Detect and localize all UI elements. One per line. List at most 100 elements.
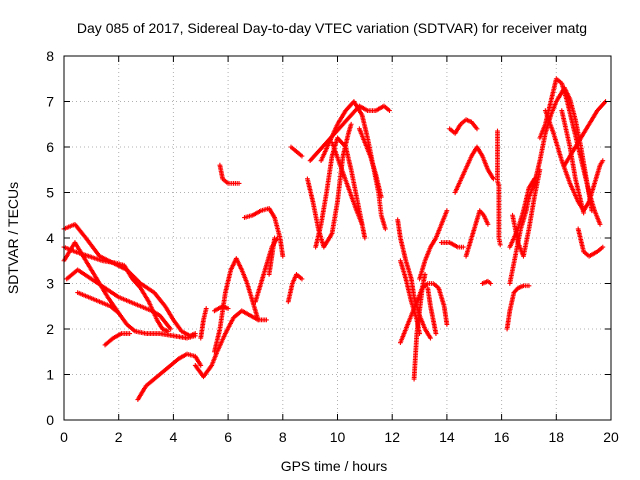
data-point xyxy=(255,317,261,323)
data-point xyxy=(168,326,174,332)
series-arc-08 xyxy=(192,308,269,380)
series-layer xyxy=(61,76,608,402)
y-axis-label: SDTVAR / TECUs xyxy=(5,182,21,294)
series-arc-36 xyxy=(507,85,595,286)
data-point xyxy=(203,306,209,311)
data-point xyxy=(597,221,603,227)
series-arc-15 xyxy=(266,235,277,277)
data-point xyxy=(460,244,466,250)
x-tick-label: 20 xyxy=(603,429,619,445)
x-tick-label: 18 xyxy=(549,429,565,445)
series-arc-32 xyxy=(452,144,496,195)
x-tick-label: 4 xyxy=(170,429,178,445)
data-point xyxy=(362,235,368,241)
data-point xyxy=(382,226,388,232)
series-arc-04 xyxy=(64,267,174,332)
data-point xyxy=(600,244,606,250)
x-tick-label: 0 xyxy=(60,429,68,445)
series-arc-11 xyxy=(212,303,231,314)
data-point xyxy=(272,235,277,241)
data-point xyxy=(488,281,494,286)
y-tick-label: 1 xyxy=(46,367,54,383)
series-arc-10 xyxy=(198,306,209,341)
data-point xyxy=(526,283,532,289)
series-arc-33 xyxy=(463,208,491,259)
data-point xyxy=(299,276,305,282)
y-tick-label: 0 xyxy=(46,412,54,428)
data-point xyxy=(417,331,422,336)
y-tick-label: 3 xyxy=(46,276,54,292)
series-arc-24 xyxy=(395,217,433,341)
series-arc-27 xyxy=(398,258,422,336)
series-arc-37 xyxy=(504,283,532,332)
data-point xyxy=(581,210,587,216)
series-arc-31 xyxy=(447,117,480,136)
x-tick-label: 10 xyxy=(330,429,346,445)
data-point xyxy=(444,322,450,327)
data-point xyxy=(433,331,439,336)
series-arc-28 xyxy=(417,208,450,282)
x-tick-label: 12 xyxy=(384,429,400,445)
series-arc-09 xyxy=(212,256,261,355)
series-arc-29 xyxy=(425,285,439,336)
data-point xyxy=(225,306,231,311)
x-tick-label: 8 xyxy=(279,429,287,445)
series-arc-12 xyxy=(217,162,242,186)
data-point xyxy=(387,108,392,113)
data-point xyxy=(359,221,365,227)
data-point xyxy=(116,310,122,316)
y-tick-label: 4 xyxy=(46,230,54,246)
series-arc-35 xyxy=(495,128,503,248)
x-tick-label: 6 xyxy=(224,429,232,445)
series-arc-16 xyxy=(285,272,305,305)
series-arc-44 xyxy=(575,226,606,259)
data-point xyxy=(422,272,428,277)
data-point xyxy=(474,126,480,132)
series-arc-01 xyxy=(61,221,198,339)
data-point xyxy=(600,158,606,164)
series-arc-13 xyxy=(242,206,286,259)
data-point xyxy=(428,335,433,341)
data-point xyxy=(348,121,354,127)
data-point xyxy=(537,167,543,173)
data-point xyxy=(490,176,496,182)
x-tick-label: 16 xyxy=(494,429,510,445)
y-tick-label: 8 xyxy=(46,48,54,64)
series-arc-06 xyxy=(102,331,133,348)
x-tick-label: 14 xyxy=(439,429,455,445)
data-point xyxy=(198,363,204,368)
y-tick-label: 5 xyxy=(46,185,54,201)
data-point xyxy=(497,242,503,248)
data-point xyxy=(280,253,286,259)
series-arc-23 xyxy=(356,126,384,200)
x-axis-label: GPS time / hours xyxy=(281,458,388,474)
chart-title: Day 085 of 2017, Sidereal Day-to-day VTE… xyxy=(77,20,587,36)
x-tick-label: 2 xyxy=(115,429,123,445)
grid-layer xyxy=(64,56,611,420)
y-tick-label: 7 xyxy=(46,94,54,110)
data-point xyxy=(485,221,491,227)
data-point xyxy=(299,153,305,159)
series-arc-42 xyxy=(559,108,587,216)
data-point xyxy=(444,208,450,214)
series-arc-26 xyxy=(398,281,450,346)
data-point xyxy=(165,328,171,334)
series-arc-17 xyxy=(288,144,305,159)
series-arc-30 xyxy=(439,240,466,250)
series-arc-43 xyxy=(562,99,608,168)
series-arc-02 xyxy=(61,244,171,334)
data-point xyxy=(263,317,269,323)
data-point xyxy=(236,181,242,186)
y-tick-label: 6 xyxy=(46,139,54,155)
series-arc-05 xyxy=(75,290,122,316)
y-tick-label: 2 xyxy=(46,321,54,337)
series-arc-39 xyxy=(510,167,543,259)
series-arc-22 xyxy=(329,140,365,227)
series-arc-34 xyxy=(480,278,494,286)
data-point xyxy=(127,331,133,336)
data-point xyxy=(378,194,384,200)
data-point xyxy=(192,333,198,339)
series-arc-07 xyxy=(135,351,204,402)
